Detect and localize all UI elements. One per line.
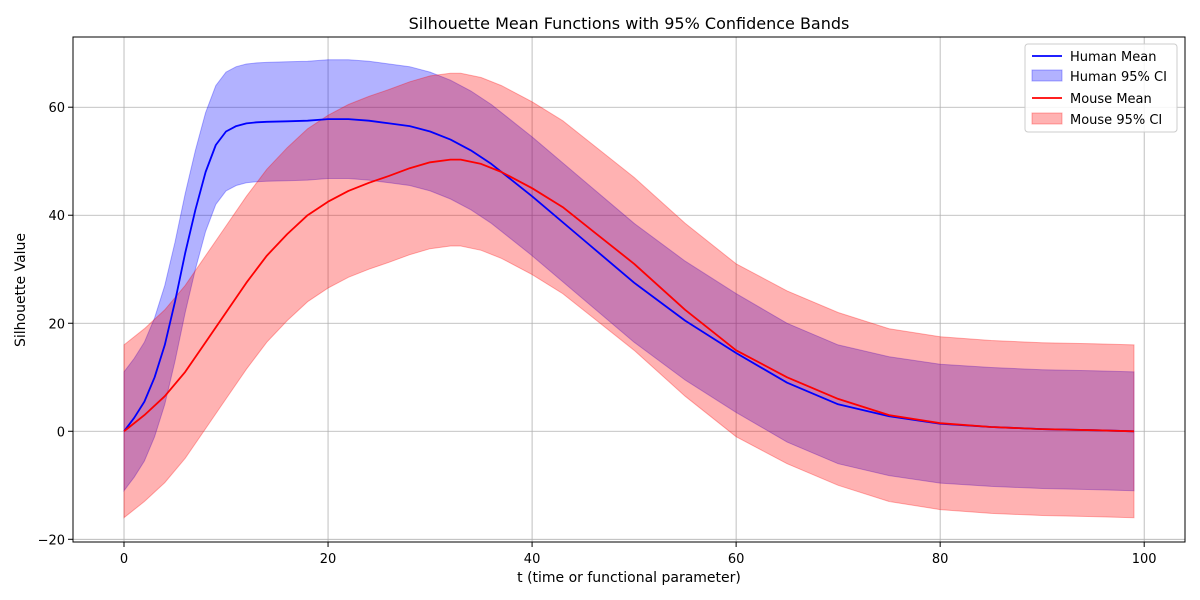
x-axis: 0 20 40 60 80 100 bbox=[120, 542, 1157, 567]
y-axis: −20 0 20 40 60 bbox=[38, 101, 73, 548]
plot-area bbox=[72, 36, 1186, 543]
legend-mouse-ci-swatch bbox=[1031, 112, 1063, 125]
chart-title: Silhouette Mean Functions with 95% Confi… bbox=[409, 14, 850, 33]
x-tick-label: 40 bbox=[524, 552, 541, 567]
x-tick-label: 60 bbox=[728, 552, 745, 567]
human-mean-line bbox=[123, 118, 1135, 433]
legend: Human Mean Human 95% CI Mouse Mean Mouse… bbox=[1024, 43, 1178, 133]
legend-human-ci-swatch bbox=[1031, 69, 1063, 82]
y-tick-label: 0 bbox=[57, 425, 65, 440]
legend-mouse-ci-label: Mouse 95% CI bbox=[1070, 113, 1162, 128]
plot-frame bbox=[72, 36, 1186, 543]
x-tick-label: 100 bbox=[1132, 552, 1157, 567]
mouse-95-ci-band bbox=[123, 72, 1135, 519]
human-95-ci-band bbox=[123, 59, 1135, 493]
mouse-mean-line bbox=[123, 158, 1135, 433]
x-tick-label: 20 bbox=[320, 552, 337, 567]
band-layer bbox=[123, 59, 1135, 519]
y-tick-label: 40 bbox=[48, 209, 65, 224]
x-tick-label: 0 bbox=[120, 552, 128, 567]
legend-frame bbox=[1024, 43, 1178, 133]
x-tick-label: 80 bbox=[932, 552, 949, 567]
y-tick-label: 60 bbox=[48, 101, 65, 116]
grid-layer bbox=[73, 37, 1185, 542]
line-layer bbox=[123, 118, 1135, 433]
x-axis-label: t (time or functional parameter) bbox=[517, 570, 741, 586]
y-tick-label: −20 bbox=[38, 533, 65, 548]
legend-human-mean-label: Human Mean bbox=[1070, 50, 1156, 65]
legend-mouse-mean-label: Mouse Mean bbox=[1070, 92, 1152, 107]
y-axis-label: Silhouette Value bbox=[13, 233, 29, 347]
y-tick-label: 20 bbox=[48, 317, 65, 332]
legend-human-ci-label: Human 95% CI bbox=[1070, 70, 1167, 85]
